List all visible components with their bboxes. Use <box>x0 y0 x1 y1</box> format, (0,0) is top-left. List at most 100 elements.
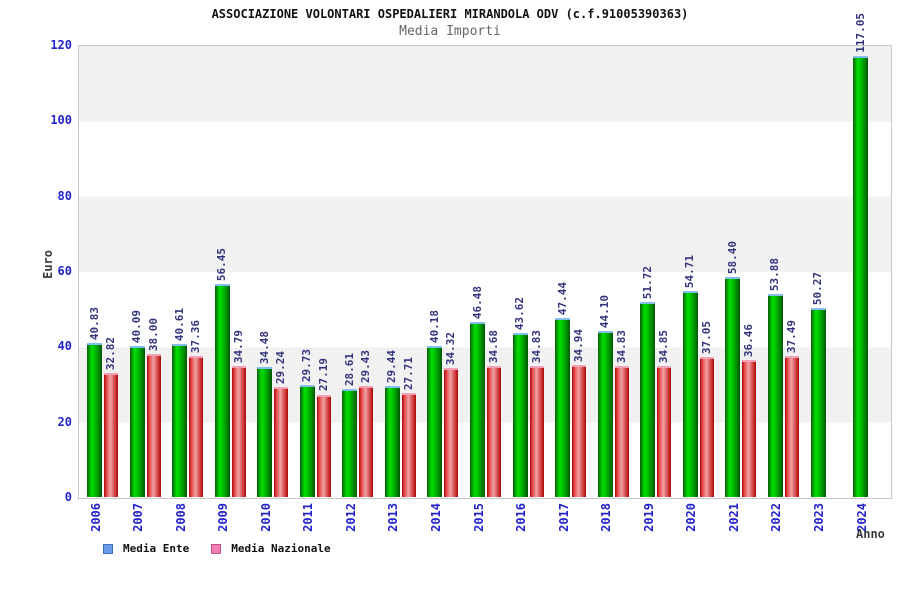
y-tick-label: 0 <box>64 490 72 504</box>
bar-value-label: 29.43 <box>359 350 373 384</box>
bar-media-nazionale <box>742 359 757 497</box>
bar-value-label: 29.73 <box>300 348 314 383</box>
bar-media-nazionale <box>231 365 246 497</box>
bar-media-nazionale <box>784 355 799 497</box>
legend-label: Media Nazionale <box>231 542 331 555</box>
year-label: 2024 <box>854 503 869 532</box>
bar-value-label: 29.44 <box>385 349 399 384</box>
year-label: 2015 <box>471 503 486 532</box>
year-label: 2013 <box>386 503 401 532</box>
bar-value-label: 27.19 <box>316 358 330 392</box>
bar-media-ente <box>129 345 145 497</box>
bar-media-ente <box>555 318 571 497</box>
year-label: 2019 <box>641 503 656 532</box>
year-label: 2012 <box>343 503 358 532</box>
bar-value-label: 34.79 <box>231 329 245 363</box>
year-label: 2022 <box>769 503 784 532</box>
bar-media-nazionale <box>614 365 629 497</box>
bar-value-label: 34.94 <box>572 329 586 363</box>
legend-item-media-ente: Media Ente <box>103 542 189 555</box>
y-tick-label: 80 <box>57 188 72 203</box>
bar-media-nazionale <box>529 365 544 497</box>
bar-value-label: 53.88 <box>768 257 782 292</box>
bar-media-nazionale <box>699 357 714 497</box>
year-label: 2020 <box>684 503 699 532</box>
bar-media-ente <box>299 385 315 497</box>
bar-media-ente <box>214 284 230 497</box>
legend-label: Media Ente <box>123 542 190 555</box>
bar-value-label: 34.85 <box>657 329 671 363</box>
bar-value-label: 117.05 <box>853 13 867 54</box>
chart-title: ASSOCIAZIONE VOLONTARI OSPEDALIERI MIRAN… <box>211 7 689 21</box>
bar-value-label: 34.48 <box>257 331 271 365</box>
media-ente-swatch-icon <box>103 543 113 554</box>
bar-value-label: 37.05 <box>699 321 713 355</box>
bar-value-label: 28.61 <box>342 353 356 387</box>
bar-value-label: 34.68 <box>487 330 501 364</box>
bar-value-label: 36.46 <box>742 323 756 357</box>
year-label: 2018 <box>599 503 614 532</box>
bar-value-label: 40.18 <box>427 309 441 343</box>
bar-value-label: 44.10 <box>598 294 612 328</box>
legend: Media Ente Media Nazionale <box>103 542 331 555</box>
bar-value-label: 32.82 <box>104 337 117 371</box>
bar-value-label: 58.40 <box>725 240 739 275</box>
y-tick-label: 100 <box>50 113 72 128</box>
year-label: 2014 <box>428 503 443 532</box>
year-label: 2006 <box>88 503 103 532</box>
legend-item-media-nazionale: Media Nazionale <box>211 542 331 555</box>
bar-media-ente <box>640 302 656 497</box>
bar-value-label: 51.72 <box>640 266 654 300</box>
bar-media-ente <box>725 277 741 497</box>
bar-media-ente <box>87 343 102 497</box>
year-label: 2017 <box>556 503 571 532</box>
bar-value-label: 46.48 <box>470 285 484 319</box>
y-tick-label: 120 <box>50 38 72 52</box>
year-label: 2007 <box>131 503 146 532</box>
bar-media-nazionale <box>189 356 204 497</box>
bar-media-ente <box>767 294 783 497</box>
bar-media-nazionale <box>146 353 161 497</box>
bar-value-label: 54.71 <box>683 254 697 288</box>
bar-media-ente <box>682 290 698 497</box>
chart-subtitle: Media Importi <box>399 24 501 39</box>
bar-media-ente <box>427 345 443 497</box>
bar-value-label: 37.49 <box>784 319 798 353</box>
y-tick-label: 40 <box>57 339 72 354</box>
bar-media-nazionale <box>401 392 416 497</box>
year-label: 2011 <box>301 503 316 532</box>
bar-value-label: 34.83 <box>529 329 543 363</box>
bar-value-label: 50.27 <box>811 271 825 305</box>
year-label: 2008 <box>173 503 188 532</box>
bar-value-label: 34.83 <box>614 329 628 363</box>
bar-value-label: 37.36 <box>189 320 203 354</box>
bar-value-label: 56.45 <box>215 248 229 282</box>
bar-media-ente <box>384 386 400 497</box>
bar-value-label: 27.71 <box>401 356 415 390</box>
year-label: 2010 <box>258 503 273 532</box>
bar-media-nazionale <box>572 365 587 497</box>
bar-media-nazionale <box>274 386 289 497</box>
bar-value-label: 47.44 <box>555 282 569 316</box>
bar-media-ente <box>470 321 486 497</box>
bar-value-label: 34.32 <box>444 331 458 365</box>
bar-value-label: 40.83 <box>87 307 101 341</box>
bar-media-nazionale <box>359 386 374 497</box>
bar-media-nazionale <box>316 394 331 497</box>
year-label: 2021 <box>726 503 741 532</box>
year-label: 2009 <box>216 503 231 532</box>
media-nazionale-swatch-icon <box>211 543 222 554</box>
bar-value-label: 43.62 <box>513 296 527 330</box>
year-label: 2023 <box>812 503 827 532</box>
bar-media-ente <box>172 344 188 497</box>
bar-value-label: 40.09 <box>130 309 144 343</box>
bar-media-ente <box>512 332 528 497</box>
year-label: 2016 <box>514 503 529 532</box>
bar-media-nazionale <box>444 367 459 497</box>
bar-value-label: 29.24 <box>274 350 288 384</box>
x-axis-title: Anno <box>856 527 885 541</box>
y-tick-label: 20 <box>57 414 72 429</box>
bar-media-nazionale <box>104 373 118 497</box>
bar-media-nazionale <box>657 365 672 497</box>
